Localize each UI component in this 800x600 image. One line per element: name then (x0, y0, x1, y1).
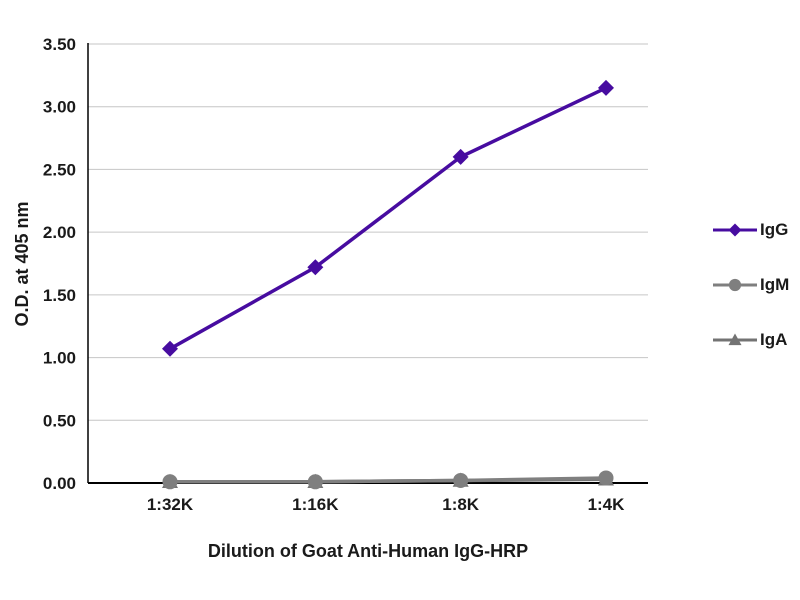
legend-label: IgM (760, 275, 790, 294)
triangle-legend-icon (713, 333, 757, 346)
series-igg (162, 79, 614, 357)
legend-label: IgA (760, 330, 788, 349)
x-tick-label: 1:4K (588, 495, 626, 514)
diamond-marker (307, 259, 324, 276)
y-axis-title: O.D. at 405 nm (12, 201, 32, 326)
gridlines (88, 43, 648, 421)
circle-marker (453, 472, 469, 489)
y-tick-label: 3.50 (43, 35, 76, 54)
x-tick-label: 1:32K (147, 495, 194, 514)
circle-legend-icon (713, 278, 757, 292)
circle-marker (728, 278, 742, 292)
diamond-marker (728, 223, 742, 237)
triangle-marker (728, 333, 742, 346)
circle-marker (598, 470, 614, 486)
y-tick-labels: 0.00 0.50 1.00 1.50 2.00 2.50 3.00 3.50 (43, 35, 76, 493)
legend-item-igm: IgM (712, 275, 790, 294)
series-igm (162, 470, 614, 490)
legend: IgG IgM IgA (712, 220, 790, 349)
circle-marker (307, 474, 323, 490)
y-tick-label: 0.00 (43, 474, 76, 493)
y-tick-label: 2.50 (43, 160, 76, 179)
x-tick-label: 1:16K (292, 495, 339, 514)
y-tick-label: 1.50 (43, 286, 76, 305)
x-tick-labels: 1:32K 1:16K 1:8K 1:4K (147, 495, 625, 514)
x-axis-title: Dilution of Goat Anti-Human IgG-HRP (208, 541, 528, 561)
diamond-legend-icon (713, 223, 757, 237)
y-tick-label: 1.00 (43, 349, 76, 368)
x-tick-label: 1:8K (442, 495, 480, 514)
legend-item-igg: IgG (712, 220, 789, 239)
chart-dynamic-layer: 0.00 0.50 1.00 1.50 2.00 2.50 3.00 3.50 1:32K 1:1… (43, 35, 648, 514)
y-tick-label: 2.00 (43, 223, 76, 242)
series-line (170, 476, 607, 484)
diamond-marker (452, 148, 469, 165)
y-tick-label: 3.00 (43, 98, 76, 117)
diamond-marker (162, 340, 178, 357)
legend-item-iga: IgA (712, 330, 789, 349)
y-tick-label: 0.50 (43, 411, 76, 430)
series-line (169, 86, 607, 351)
circle-marker (162, 474, 178, 490)
diamond-marker (598, 79, 614, 96)
legend-label: IgG (760, 220, 789, 239)
